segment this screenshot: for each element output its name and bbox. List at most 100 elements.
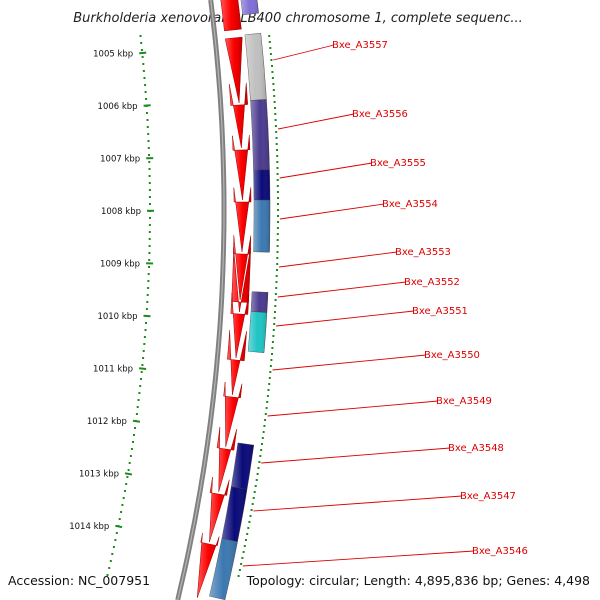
label-leader-line	[279, 203, 385, 220]
ruler-track	[106, 35, 151, 576]
feature-dot	[259, 455, 262, 457]
feature-dot	[272, 89, 275, 91]
ruler-dot	[147, 280, 150, 282]
gene-label[interactable]: Bxe_A3553	[395, 247, 451, 258]
ruler-dot	[142, 63, 145, 65]
ruler-dot	[146, 126, 149, 128]
feature-dot	[277, 221, 279, 223]
ruler-dot	[130, 448, 133, 450]
gene-label[interactable]: Bxe_A3552	[404, 277, 460, 288]
ruler-tick	[143, 104, 151, 107]
feature-dot	[249, 515, 252, 517]
ruler-dot	[142, 350, 145, 352]
feature-dot	[275, 275, 278, 277]
label-leader-line	[242, 550, 475, 567]
feature-dot	[270, 359, 273, 361]
label-leader-line	[267, 400, 439, 417]
ruler-dot	[147, 140, 150, 142]
gene-box-shade	[244, 33, 267, 101]
feature-dot	[265, 407, 268, 409]
chromosome-backbone	[175, 0, 227, 600]
gene-label[interactable]: Bxe_A3548	[448, 443, 504, 454]
ruler-dot	[140, 49, 143, 51]
feature-dot	[238, 569, 241, 571]
gene-label[interactable]: Bxe_A3547	[460, 491, 516, 502]
ruler-tick-label: 1011 kbp	[93, 364, 133, 374]
forward-gene-arrow	[220, 0, 242, 32]
label-leader-line	[253, 495, 463, 512]
gene-label[interactable]: Bxe_A3556	[352, 109, 408, 120]
ruler-tick	[143, 314, 151, 318]
ruler-dot	[148, 238, 151, 240]
gene-label[interactable]: Bxe_A3549	[436, 396, 492, 407]
ruler-dot	[115, 532, 118, 534]
feature-dot	[276, 161, 279, 163]
feature-dot	[277, 203, 279, 205]
feature-dot	[274, 107, 276, 109]
ruler-dot	[142, 70, 145, 72]
gene-label[interactable]: Bxe_A3555	[370, 158, 426, 169]
feature-dot	[255, 479, 258, 481]
feature-dot	[276, 173, 279, 175]
feature-dot	[269, 365, 272, 367]
ruler-dot	[147, 147, 150, 149]
feature-dot	[276, 191, 279, 193]
gene-label[interactable]: Bxe_A3551	[412, 306, 468, 317]
ruler-dot	[148, 175, 151, 177]
feature-dot	[253, 491, 256, 493]
ruler-dot	[148, 168, 151, 170]
feature-dot	[241, 557, 244, 559]
ruler-dot	[125, 483, 128, 485]
feature-dot	[237, 575, 240, 577]
feature-dot	[269, 371, 272, 373]
ruler-dot	[147, 287, 150, 289]
gene-label[interactable]: Bxe_A3550	[424, 350, 480, 361]
feature-track	[237, 35, 279, 577]
forward-gene-arrow	[216, 426, 237, 493]
ruler-dot	[143, 77, 146, 79]
label-leader-line	[261, 447, 451, 464]
ruler-dot	[141, 56, 144, 58]
ruler-tick	[132, 419, 141, 423]
feature-dot	[275, 281, 278, 283]
ruler-dot	[133, 434, 135, 436]
feature-dot	[261, 437, 264, 439]
ruler-dot	[139, 35, 142, 37]
feature-dot	[275, 143, 278, 145]
feature-dot	[275, 137, 278, 139]
ruler-dot	[124, 490, 126, 492]
ruler-dot	[148, 224, 151, 226]
label-leader-line	[278, 113, 355, 130]
ruler-dot	[145, 308, 148, 310]
gene-label[interactable]: Bxe_A3557	[332, 40, 388, 51]
ruler-dot	[146, 301, 149, 303]
label-leader-line	[272, 354, 427, 371]
ruler-dot	[120, 511, 123, 513]
gene-labels: Bxe_A3557 Bxe_A3556 Bxe_A3555 Bxe_A3554 Bxe_…	[242, 40, 528, 567]
ruler-dot	[128, 462, 131, 464]
gene-label[interactable]: Bxe_A3554	[382, 199, 438, 210]
ruler-dot	[122, 497, 125, 499]
feature-dot	[276, 179, 279, 181]
ruler-tick-label: 1005 kbp	[93, 49, 133, 59]
feature-dot	[267, 389, 270, 391]
gene-box-shade	[253, 169, 270, 200]
forward-gene-arrow	[230, 293, 250, 359]
feature-dot	[247, 527, 250, 529]
ruler-dot	[148, 259, 151, 261]
label-leader-line	[276, 310, 415, 327]
ruler-dot	[148, 266, 150, 268]
ruler-dot	[137, 399, 140, 401]
label-leader-line	[279, 251, 398, 268]
ruler-dot	[143, 343, 146, 345]
ruler-ticks: 1005 kbp 1006 kbp 1007 kbp 1008 kbp 1009 kbp…	[69, 49, 154, 532]
ruler-dot	[142, 357, 145, 359]
feature-dot	[246, 533, 249, 535]
gene-label[interactable]: Bxe_A3546	[472, 546, 528, 557]
ruler-dot	[146, 294, 149, 296]
feature-dot	[274, 299, 277, 301]
feature-dot	[275, 131, 278, 133]
feature-dot	[263, 425, 266, 427]
